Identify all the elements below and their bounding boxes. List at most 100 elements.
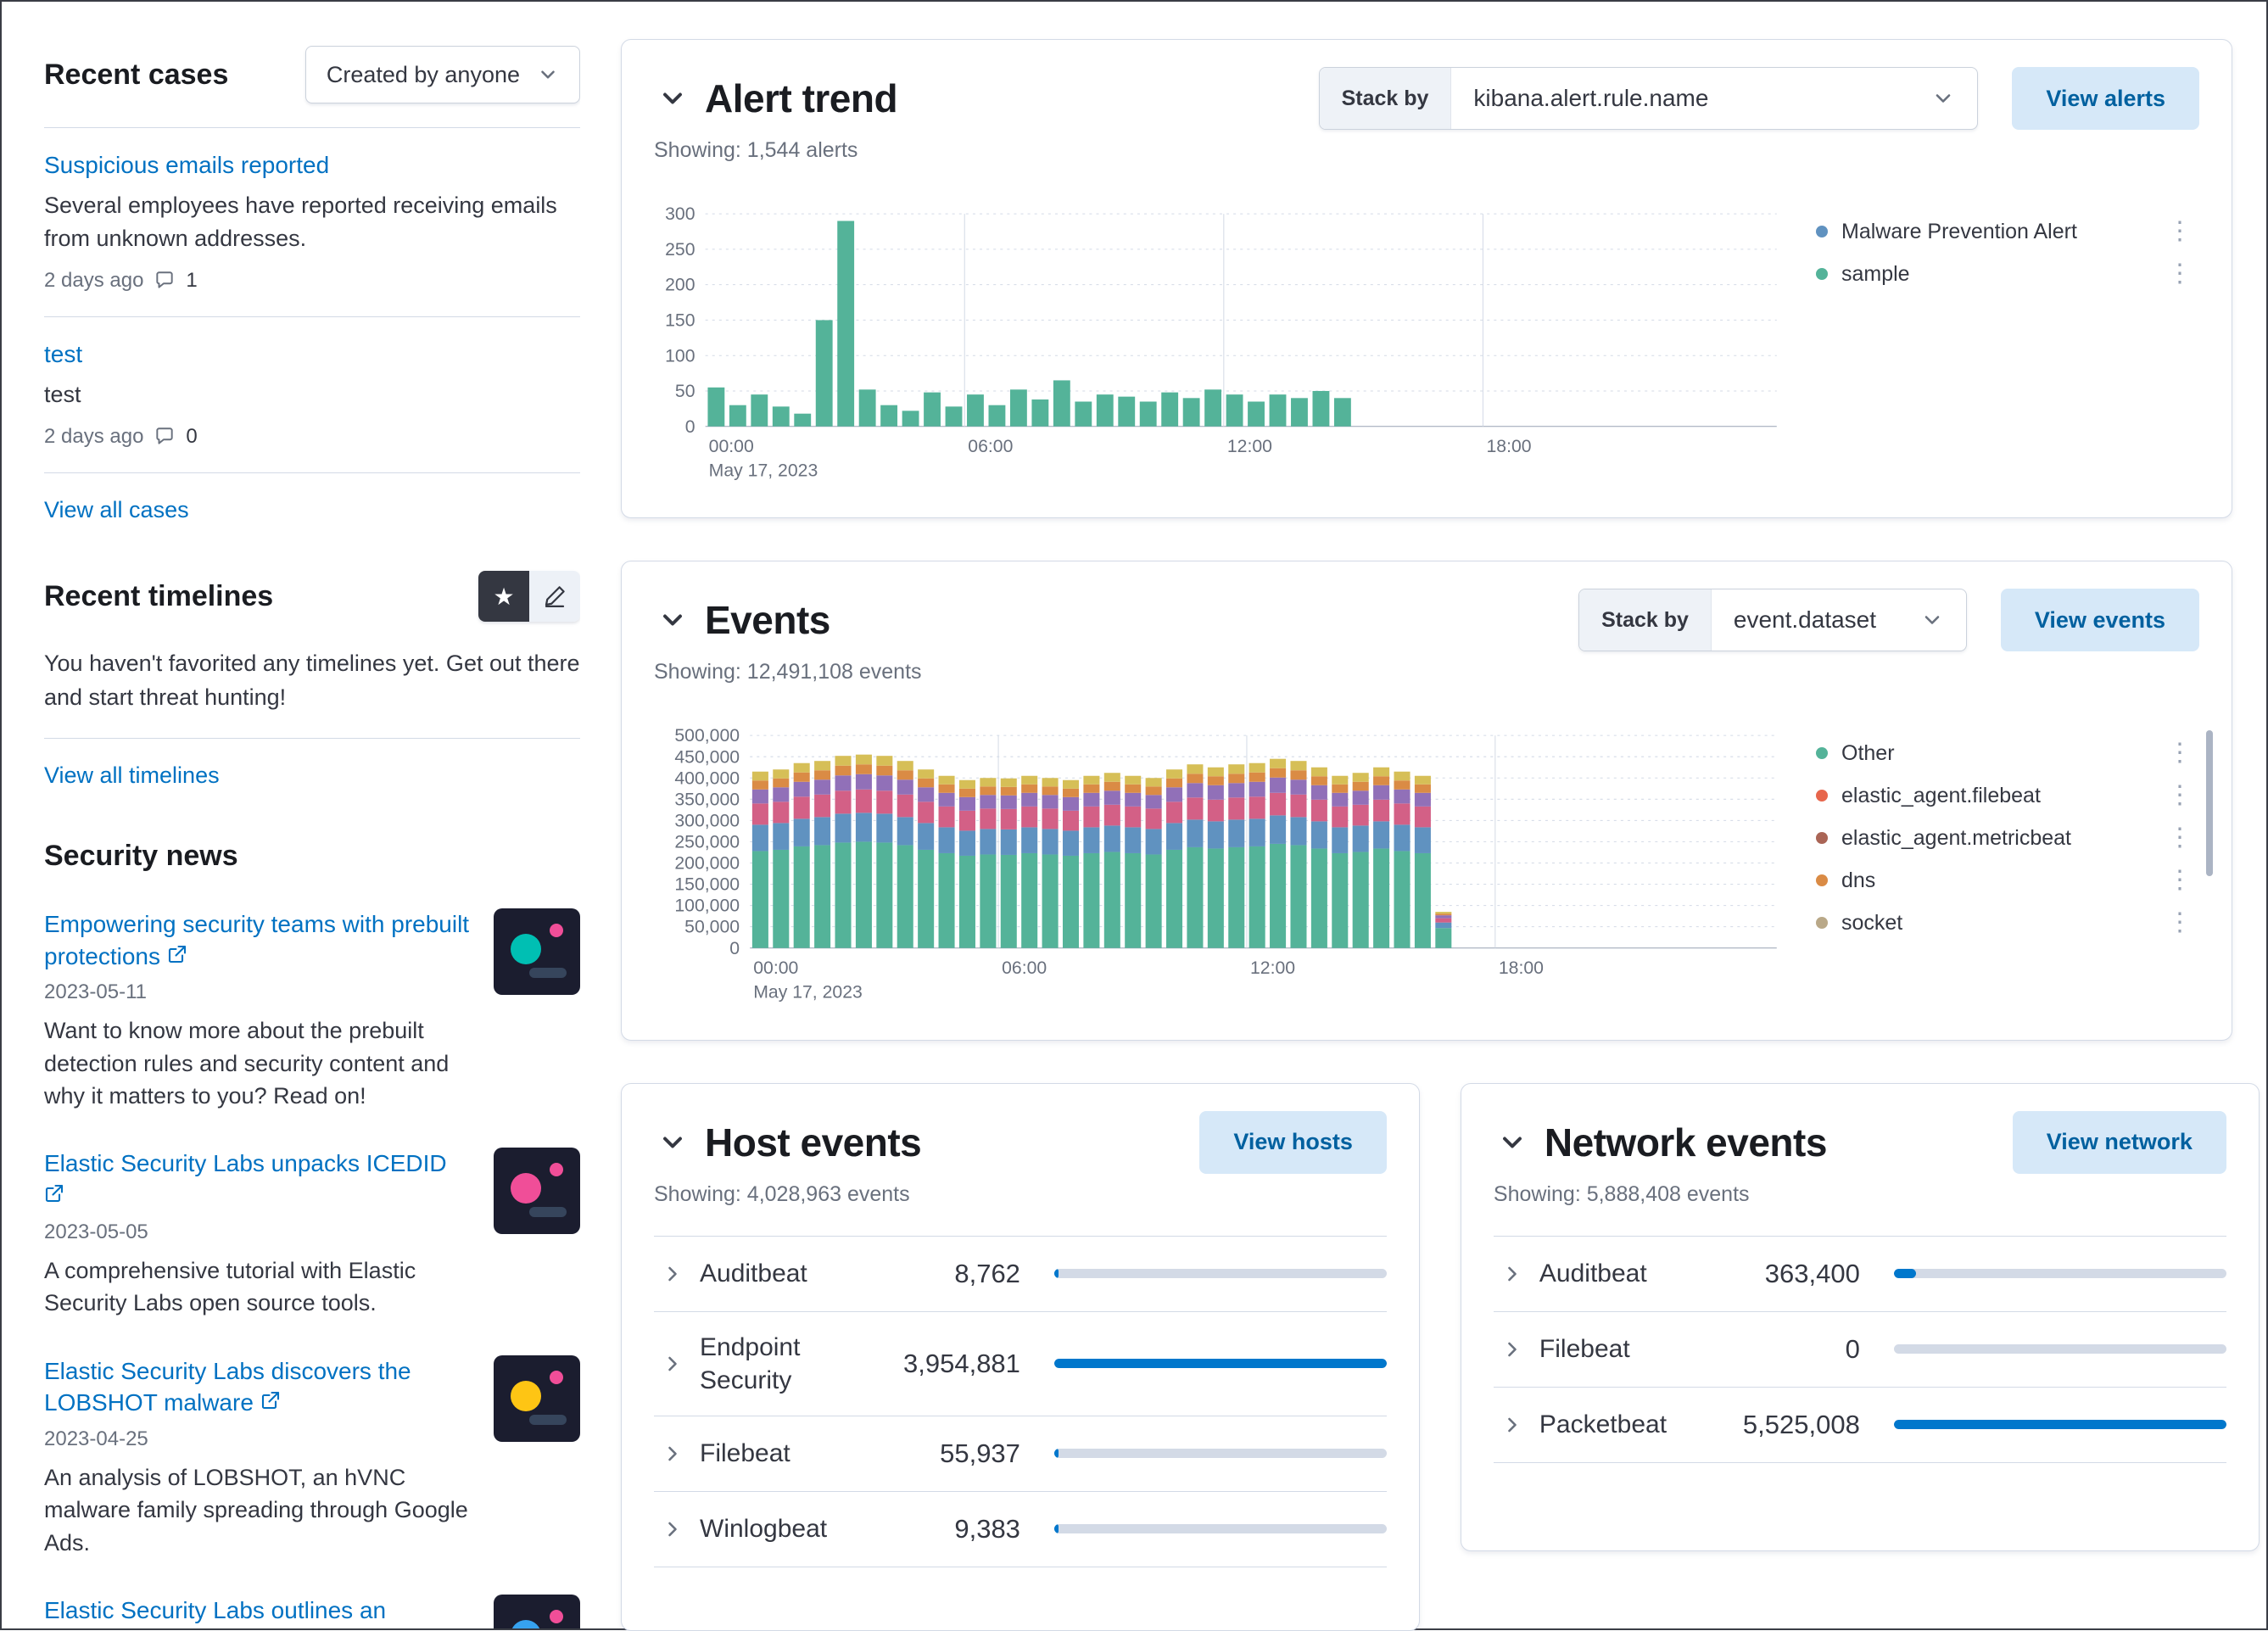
stack-by-label: Stack by (1579, 589, 1712, 651)
external-link-icon (45, 1185, 64, 1203)
case-item: test test 2 days ago 0 (44, 341, 580, 449)
case-link[interactable]: test (44, 341, 83, 368)
legend-item: dns ⋮ (1816, 863, 2199, 898)
table-row: Filebeat 0 (1493, 1310, 2226, 1387)
alert-trend-panel: Alert trend Stack by kibana.alert.rule.n… (621, 39, 2232, 519)
row-value: 5,525,008 (1742, 1409, 1860, 1439)
alert-trend-collapse-button[interactable] (654, 80, 691, 117)
chevron-right-icon (1508, 1266, 1517, 1282)
chevron-down-icon (663, 92, 682, 104)
events-showing: Showing: 12,491,108 events (654, 660, 922, 684)
progress-bar (1893, 1269, 2226, 1279)
host-events-table: Auditbeat 8,762 Endpoint Security 3,954,… (654, 1235, 1387, 1567)
timelines-empty-message: You haven't favorited any timelines yet.… (44, 651, 580, 710)
news-item: Elastic Security Labs discovers the LOBS… (44, 1355, 580, 1560)
expand-row-button[interactable] (654, 1511, 691, 1548)
svg-text:May 17, 2023: May 17, 2023 (709, 461, 818, 480)
network-events-table: Auditbeat 363,400 Filebeat 0 Packetbeat … (1493, 1235, 2226, 1463)
row-name: Filebeat (700, 1439, 790, 1468)
svg-text:450,000: 450,000 (674, 748, 740, 768)
expand-row-button[interactable] (654, 1255, 691, 1293)
chevron-down-icon (1936, 94, 1951, 103)
events-stack-by-select[interactable]: Stack by event.dataset (1578, 589, 1967, 652)
view-hosts-button[interactable]: View hosts (1199, 1110, 1387, 1174)
sidebar: Recent cases Created by anyone Suspiciou… (44, 39, 580, 1628)
expand-row-button[interactable] (1494, 1255, 1531, 1293)
divider (44, 127, 580, 128)
news-link[interactable]: Elastic Security Labs outlines an (44, 1597, 386, 1623)
alert-stack-by-select[interactable]: Stack by kibana.alert.rule.name (1318, 67, 1979, 130)
row-name: Winlogbeat (700, 1515, 828, 1544)
progress-bar (1893, 1344, 2226, 1355)
news-link-label: Elastic Security Labs outlines an (44, 1597, 387, 1624)
case-link[interactable]: Suspicious emails reported (44, 152, 330, 178)
recent-cases-header: Recent cases Created by anyone (44, 46, 580, 103)
recent-timelines-header: Recent timelines ★ (44, 571, 580, 623)
comment-icon (156, 271, 174, 288)
star-icon: ★ (493, 583, 515, 610)
news-text: Empowering security teams with prebuilt … (44, 908, 472, 1113)
external-link-icon (168, 945, 186, 963)
progress-bar (1053, 1524, 1387, 1534)
legend-actions-button[interactable]: ⋮ (2160, 740, 2199, 766)
news-date: 2023-05-11 (44, 980, 147, 1004)
events-panel: Events Stack by event.dataset View event… (621, 561, 2232, 1041)
view-network-button[interactable]: View network (2012, 1110, 2226, 1174)
expand-row-button[interactable] (654, 1435, 691, 1472)
recently-updated-filter-button[interactable] (529, 571, 580, 623)
host-events-collapse-button[interactable] (654, 1124, 691, 1161)
thumbnail-shape (511, 1173, 541, 1204)
progress-bar-fill (1053, 1524, 1059, 1534)
progress-bar (1893, 1420, 2226, 1430)
network-events-collapse-button[interactable] (1494, 1124, 1531, 1161)
legend-actions-button[interactable]: ⋮ (2160, 868, 2199, 893)
legend-item: elastic_agent.metricbeat ⋮ (1816, 820, 2199, 856)
chevron-down-icon (663, 1137, 682, 1148)
pencil-icon (545, 586, 565, 608)
events-collapse-button[interactable] (654, 601, 691, 639)
legend-actions-button[interactable]: ⋮ (2160, 825, 2199, 851)
legend-label: socket (1841, 910, 1903, 935)
svg-text:12:00: 12:00 (1250, 959, 1295, 979)
chevron-down-icon (541, 70, 555, 79)
legend-actions-button[interactable]: ⋮ (2160, 910, 2199, 936)
thumbnail-shape (529, 1414, 567, 1425)
alert-trend-chart: 0 50 100 150 200 250 300 00:00 May 17, 2023 06:00… (654, 204, 1794, 490)
view-all-cases-link[interactable]: View all cases (44, 497, 189, 523)
news-link[interactable]: Elastic Security Labs discovers the LOBS… (44, 1358, 411, 1416)
news-link[interactable]: Elastic Security Labs unpacks ICEDID (44, 1150, 447, 1209)
thumbnail-shape (529, 967, 567, 978)
divider (44, 316, 580, 318)
svg-text:0: 0 (685, 417, 695, 437)
host-events-panel: Host events View hosts Showing: 4,028,96… (621, 1082, 1420, 1631)
view-events-button[interactable]: View events (2000, 589, 2199, 652)
news-text: Elastic Security Labs outlines an (44, 1595, 472, 1628)
cases-filter-dropdown[interactable]: Created by anyone (304, 46, 580, 103)
expand-row-button[interactable] (1494, 1406, 1531, 1444)
progress-bar-fill (1053, 1449, 1059, 1459)
view-all-timelines-link[interactable]: View all timelines (44, 762, 220, 788)
news-link[interactable]: Empowering security teams with prebuilt … (44, 911, 469, 969)
news-thumbnail (494, 1595, 580, 1628)
svg-text:06:00: 06:00 (1002, 959, 1047, 979)
cases-filter-value: Created by anyone (326, 61, 520, 87)
chevron-right-icon (1508, 1342, 1517, 1357)
expand-row-button[interactable] (1494, 1331, 1531, 1368)
network-events-panel: Network events View network Showing: 5,8… (1460, 1082, 2260, 1551)
legend-actions-button[interactable]: ⋮ (2160, 783, 2199, 808)
case-description: Several employees have reported receivin… (44, 193, 557, 252)
favorites-filter-button[interactable]: ★ (478, 571, 529, 623)
legend-actions-button[interactable]: ⋮ (2160, 219, 2199, 244)
svg-text:18:00: 18:00 (1499, 959, 1544, 979)
legend-actions-button[interactable]: ⋮ (2160, 261, 2199, 287)
row-name: Endpoint Security (700, 1332, 801, 1394)
svg-text:06:00: 06:00 (968, 437, 1013, 456)
legend-item: socket ⋮ (1816, 905, 2199, 941)
news-thumbnail (494, 908, 580, 995)
view-alerts-button[interactable]: View alerts (2012, 67, 2199, 130)
thumbnail-shape (511, 933, 541, 964)
table-row: Winlogbeat 9,383 (654, 1490, 1387, 1567)
expand-row-button[interactable] (654, 1345, 691, 1382)
legend-scrollbar[interactable] (2206, 730, 2213, 877)
svg-text:00:00: 00:00 (753, 959, 798, 979)
